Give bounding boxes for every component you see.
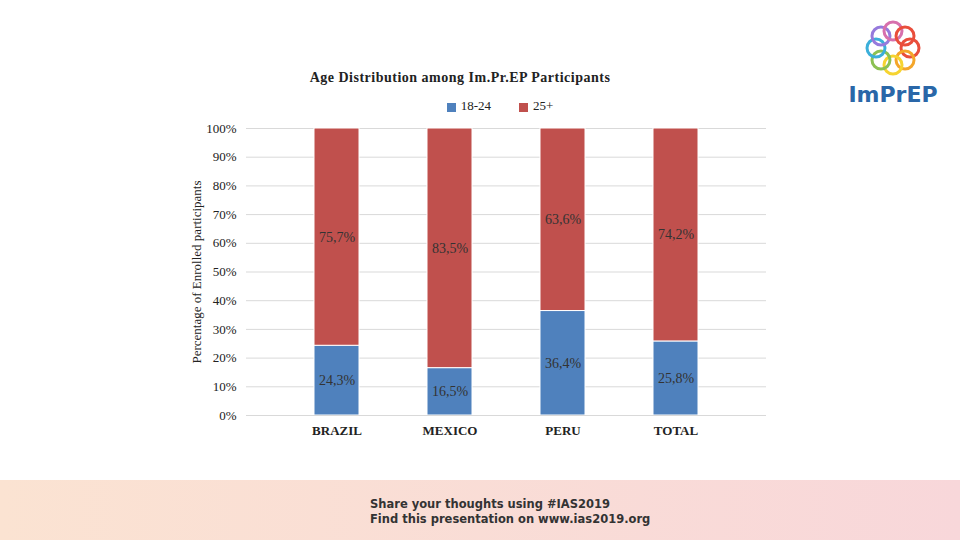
html-text:Find this presentation on www.: Find this presentation on www.ias2019.or… [370, 512, 651, 526]
svg-text:30%: 30% [213, 322, 237, 337]
svg-text:74,2%: 74,2% [658, 227, 695, 242]
svg-text:BRAZIL: BRAZIL [312, 423, 362, 438]
svg-text:60%: 60% [213, 235, 237, 250]
svg-text:50%: 50% [213, 264, 237, 279]
svg-text:10%: 10% [213, 379, 237, 394]
html-text:Share your thoughts using #IAS: Share your thoughts using #IAS2019 [370, 497, 610, 511]
svg-text:40%: 40% [213, 293, 237, 308]
svg-text:80%: 80% [213, 178, 237, 193]
html-text:25+: 25+ [533, 98, 554, 113]
html-text:18-24: 18-24 [460, 98, 491, 113]
svg-text:90%: 90% [213, 149, 237, 164]
svg-text:MEXICO: MEXICO [423, 423, 478, 438]
svg-text:16,5%: 16,5% [432, 384, 469, 399]
svg-text:24,3%: 24,3% [319, 373, 356, 388]
svg-text:PERU: PERU [545, 423, 581, 438]
svg-text:75,7%: 75,7% [319, 230, 356, 245]
svg-text:0%: 0% [219, 408, 237, 423]
svg-text:36,4%: 36,4% [545, 356, 582, 371]
svg-text:20%: 20% [213, 350, 237, 365]
html-text:ImPrEP: ImPrEP [848, 82, 938, 107]
svg-text:63,6%: 63,6% [545, 212, 582, 227]
svg-text:83,5%: 83,5% [432, 241, 469, 256]
svg-text:100%: 100% [206, 121, 237, 136]
svg-text:25,8%: 25,8% [658, 371, 695, 386]
svg-text:Percentage of Enrolled partici: Percentage of Enrolled participants [189, 180, 204, 363]
html-text:Age Distribution among Im.Pr.E: Age Distribution among Im.Pr.EP Particip… [309, 70, 611, 85]
svg-text:TOTAL: TOTAL [654, 423, 699, 438]
svg-text:70%: 70% [213, 207, 237, 222]
